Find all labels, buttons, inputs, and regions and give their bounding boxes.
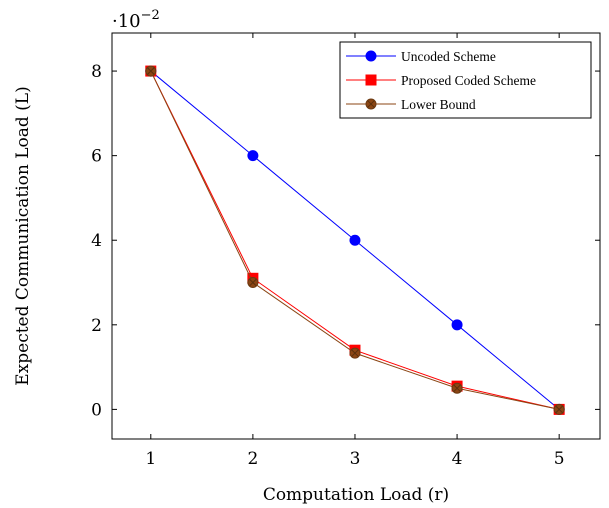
data-point xyxy=(349,234,361,246)
x-tick-label: 3 xyxy=(350,449,361,469)
x-tick-label: 2 xyxy=(247,449,258,469)
plot-frame xyxy=(111,32,601,440)
y-tick-label: 8 xyxy=(91,62,102,82)
legend: Uncoded Scheme Proposed Coded Scheme Lower… xyxy=(339,41,592,119)
y-tick-label: 6 xyxy=(91,147,102,167)
x-tick-label: 4 xyxy=(452,449,463,469)
legend-label: Uncoded Scheme xyxy=(401,49,496,64)
data-point xyxy=(247,150,259,162)
x-tick-label: 5 xyxy=(554,449,565,469)
legend-entry: Lower Bound xyxy=(346,97,476,112)
y-scale-base: ·10 xyxy=(112,11,141,32)
y-scale-label: ·10−2 xyxy=(112,8,160,32)
legend-label: Proposed Coded Scheme xyxy=(401,73,536,88)
data-point xyxy=(451,382,463,394)
legend-marker xyxy=(365,98,377,110)
legend-label: Lower Bound xyxy=(401,97,476,112)
series-circle-x xyxy=(145,65,565,415)
data-point xyxy=(553,403,565,415)
x-tick-label: 1 xyxy=(145,449,156,469)
legend-items: Uncoded Scheme Proposed Coded Scheme Lower… xyxy=(346,49,536,112)
legend-entry: Proposed Coded Scheme xyxy=(346,73,536,88)
axis-ticks: 1 2 3 4 5 0 2 4 6 8 xyxy=(91,33,600,469)
legend-marker xyxy=(365,50,377,62)
x-axis-title: Computation Load (r) xyxy=(263,485,449,505)
y-tick-label: 2 xyxy=(91,316,102,336)
y-axis-title: Expected Communication Load (L) xyxy=(13,86,33,385)
data-point xyxy=(451,319,463,331)
series-layer xyxy=(145,65,565,415)
data-point xyxy=(145,65,157,77)
y-scale-exponent: −2 xyxy=(141,8,160,23)
y-tick-label: 4 xyxy=(91,231,102,251)
legend-entry: Uncoded Scheme xyxy=(346,49,496,64)
legend-marker xyxy=(365,74,377,86)
data-point xyxy=(247,277,259,289)
y-tick-label: 0 xyxy=(91,400,102,420)
data-point xyxy=(349,347,361,359)
